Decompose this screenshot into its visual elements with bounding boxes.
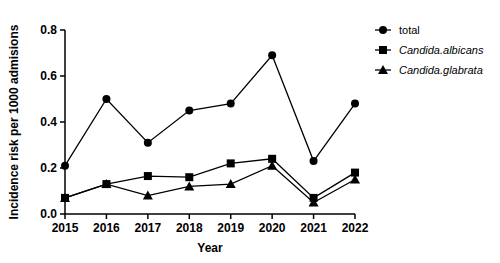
x-tick-label: 2022 bbox=[342, 221, 369, 235]
series-line bbox=[65, 55, 355, 165]
point bbox=[227, 100, 235, 108]
point bbox=[143, 191, 153, 200]
x-tick bbox=[271, 214, 273, 219]
point bbox=[226, 179, 236, 188]
y-tick-label: 0.6 bbox=[40, 69, 57, 83]
legend-label: Candida.albicans bbox=[399, 44, 484, 56]
x-tick bbox=[354, 214, 356, 219]
point bbox=[102, 95, 110, 103]
point bbox=[268, 51, 276, 59]
series-line bbox=[65, 166, 355, 203]
y-tick bbox=[60, 121, 65, 123]
point bbox=[184, 181, 194, 190]
point bbox=[61, 194, 69, 202]
x-tick bbox=[147, 214, 149, 219]
point bbox=[267, 161, 277, 170]
point bbox=[101, 179, 111, 188]
point bbox=[144, 139, 152, 147]
point bbox=[60, 193, 70, 202]
legend-label: Candida.glabrata bbox=[399, 64, 483, 76]
point bbox=[227, 159, 235, 167]
y-tick bbox=[60, 75, 65, 77]
x-tick-label: 2020 bbox=[259, 221, 286, 235]
point bbox=[144, 172, 152, 180]
y-tick-label: 0.4 bbox=[40, 115, 57, 129]
legend-marker bbox=[379, 26, 387, 34]
legend-marker bbox=[379, 46, 387, 54]
point bbox=[185, 173, 193, 181]
x-axis bbox=[65, 213, 355, 215]
point bbox=[61, 162, 69, 170]
x-tick bbox=[230, 214, 232, 219]
x-tick-label: 2015 bbox=[52, 221, 79, 235]
x-tick bbox=[64, 214, 66, 219]
y-tick-label: 0.8 bbox=[40, 23, 57, 37]
legend-label: total bbox=[399, 24, 420, 36]
point bbox=[351, 100, 359, 108]
x-tick-label: 2017 bbox=[135, 221, 162, 235]
x-tick-label: 2021 bbox=[300, 221, 327, 235]
x-axis-title: Year bbox=[197, 241, 223, 255]
chart: 0.0 0.2 0.4 0.6 0.8 2015 2016 2017 2018 2019 2020 2… bbox=[0, 0, 500, 263]
x-tick bbox=[106, 214, 108, 219]
x-tick-label: 2018 bbox=[176, 221, 203, 235]
point bbox=[309, 198, 319, 207]
x-tick bbox=[313, 214, 315, 219]
point bbox=[102, 180, 110, 188]
x-tick-label: 2016 bbox=[93, 221, 120, 235]
y-tick-label: 0.2 bbox=[40, 161, 57, 175]
y-tick-label: 0.0 bbox=[40, 207, 57, 221]
series-line bbox=[65, 159, 355, 198]
legend-marker bbox=[378, 65, 388, 74]
point bbox=[185, 107, 193, 115]
x-tick bbox=[189, 214, 191, 219]
y-tick bbox=[60, 29, 65, 31]
y-axis-title: Incidence risk per 1000 admisions bbox=[7, 24, 21, 219]
point bbox=[310, 157, 318, 165]
x-tick-label: 2019 bbox=[217, 221, 244, 235]
plot-area bbox=[60, 51, 360, 206]
point bbox=[350, 175, 360, 184]
